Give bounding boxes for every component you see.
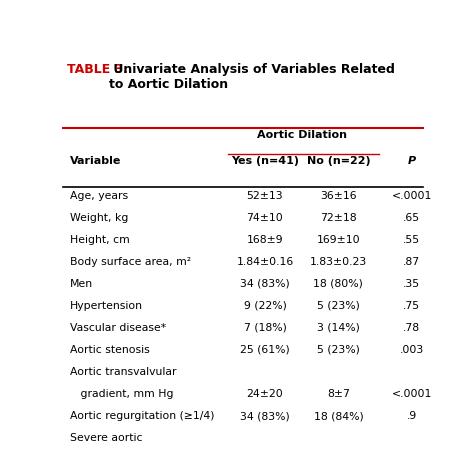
Text: Hypertension: Hypertension — [70, 301, 143, 311]
Text: .78: .78 — [403, 323, 420, 333]
Text: 18 (84%): 18 (84%) — [314, 411, 363, 421]
Text: 52±13: 52±13 — [246, 191, 283, 201]
Text: 72±18: 72±18 — [320, 213, 357, 223]
Text: .003: .003 — [400, 345, 424, 355]
Text: 34 (83%): 34 (83%) — [240, 279, 290, 289]
Text: 7 (18%): 7 (18%) — [244, 323, 286, 333]
Text: Aortic regurgitation (≥1/4): Aortic regurgitation (≥1/4) — [70, 411, 215, 421]
Text: Severe aortic: Severe aortic — [70, 433, 143, 443]
Text: 24±20: 24±20 — [246, 389, 283, 399]
Text: .9: .9 — [407, 411, 417, 421]
Text: .55: .55 — [403, 235, 420, 245]
Text: 1.84±0.16: 1.84±0.16 — [237, 257, 293, 267]
Text: Height, cm: Height, cm — [70, 235, 130, 245]
Text: 5 (23%): 5 (23%) — [317, 301, 360, 311]
Text: 169±10: 169±10 — [317, 235, 360, 245]
Text: 1.83±0.23: 1.83±0.23 — [310, 257, 367, 267]
Text: Yes (n=41): Yes (n=41) — [231, 156, 299, 166]
Text: 36±16: 36±16 — [320, 191, 357, 201]
Text: TABLE 3.: TABLE 3. — [66, 63, 128, 76]
Text: .87: .87 — [403, 257, 420, 267]
Text: Age, years: Age, years — [70, 191, 128, 201]
Text: P: P — [408, 156, 416, 166]
Text: 34 (83%): 34 (83%) — [240, 411, 290, 421]
Text: 5 (23%): 5 (23%) — [317, 345, 360, 355]
Text: <.0001: <.0001 — [392, 389, 432, 399]
Text: gradient, mm Hg: gradient, mm Hg — [70, 389, 174, 399]
Text: 18 (80%): 18 (80%) — [313, 279, 364, 289]
Text: Aortic Dilation: Aortic Dilation — [257, 130, 346, 140]
Text: <.0001: <.0001 — [392, 191, 432, 201]
Text: No (n=22): No (n=22) — [307, 156, 370, 166]
Text: Variable: Variable — [70, 156, 122, 166]
Text: Weight, kg: Weight, kg — [70, 213, 128, 223]
Text: 168±9: 168±9 — [246, 235, 283, 245]
Text: 25 (61%): 25 (61%) — [240, 345, 290, 355]
Text: 8±7: 8±7 — [327, 389, 350, 399]
Text: Univariate Analysis of Variables Related
to Aortic Dilation: Univariate Analysis of Variables Related… — [109, 63, 395, 91]
Text: Vascular disease*: Vascular disease* — [70, 323, 166, 333]
Text: Body surface area, m²: Body surface area, m² — [70, 257, 191, 267]
Text: Aortic transvalvular: Aortic transvalvular — [70, 367, 177, 377]
Text: .75: .75 — [403, 301, 420, 311]
Text: 74±10: 74±10 — [246, 213, 283, 223]
Text: Men: Men — [70, 279, 93, 289]
Text: Aortic stenosis: Aortic stenosis — [70, 345, 150, 355]
Text: 9 (22%): 9 (22%) — [244, 301, 286, 311]
Text: 3 (14%): 3 (14%) — [317, 323, 360, 333]
Text: .65: .65 — [403, 213, 420, 223]
Text: .35: .35 — [403, 279, 420, 289]
